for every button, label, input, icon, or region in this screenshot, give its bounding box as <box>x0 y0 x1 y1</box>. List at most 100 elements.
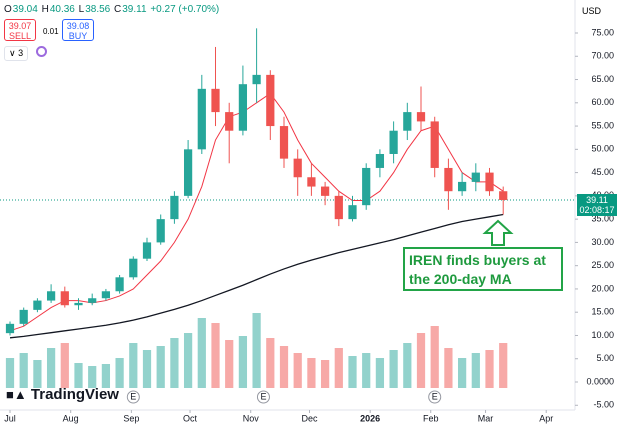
x-tick-label: Sep <box>123 413 139 423</box>
value: 39.04 <box>12 4 38 15</box>
indicator-count: 3 <box>18 48 24 58</box>
volume-bar <box>348 356 357 388</box>
y-tick-label: 50.00 <box>591 144 614 154</box>
candle-body <box>170 195 179 220</box>
candle-body <box>471 172 480 182</box>
volume-bar <box>375 358 385 388</box>
candle-body <box>348 205 357 220</box>
candle-body <box>5 323 15 334</box>
label: O <box>4 4 12 15</box>
y-tick-label: 35.00 <box>591 214 614 224</box>
candle-body <box>430 121 439 168</box>
y-tick-label: 5.00 <box>596 353 614 363</box>
sell-price: 39.07 <box>8 21 32 31</box>
y-tick-label: 0.0000 <box>586 376 614 386</box>
candle-body <box>33 300 42 310</box>
candle-body <box>183 149 193 196</box>
sell-label: SELL <box>8 31 32 41</box>
x-tick-label: Jul <box>4 413 16 423</box>
logo-text: TradingView <box>30 386 119 403</box>
volume-bar <box>444 348 453 388</box>
y-tick-label: 60.00 <box>591 97 614 107</box>
x-tick-label: Apr <box>539 413 553 423</box>
volume-bar <box>266 338 275 388</box>
volume-bar <box>225 340 234 388</box>
volume-bar <box>170 338 179 388</box>
x-tick-label: Feb <box>423 413 439 423</box>
y-tick-label: 10.00 <box>591 330 614 340</box>
volume-bar <box>485 350 494 388</box>
volume-bar <box>129 343 138 388</box>
candle-body <box>375 153 385 168</box>
volume-bar <box>471 353 480 388</box>
moving-average <box>9 92 504 332</box>
volume-bar <box>74 363 83 388</box>
value: 39.11 <box>122 4 147 15</box>
buy-price: 39.08 <box>66 21 90 31</box>
candle-body <box>403 112 412 131</box>
volume-bar <box>252 313 261 388</box>
volume-bar <box>101 364 111 388</box>
moving-average <box>9 213 504 339</box>
event-label: E <box>260 391 266 401</box>
y-tick-label: 45.00 <box>591 167 614 177</box>
candle-body <box>238 84 248 131</box>
currency[interactable]: USD <box>582 6 602 16</box>
candle-body <box>416 112 426 122</box>
price-label: 39.11 02:08:17 <box>577 194 617 216</box>
x-tick-label: 2026 <box>360 413 380 423</box>
volume-bar <box>457 358 467 388</box>
event-marker <box>256 390 270 404</box>
y-tick-label: 20.00 <box>591 283 614 293</box>
candle-body <box>142 242 152 259</box>
candle-body <box>101 291 111 299</box>
volume-bar <box>307 358 316 388</box>
volume-bar <box>293 353 302 388</box>
x-tick-label: Aug <box>63 413 79 423</box>
indicator-toggle[interactable]: ∨ 3 <box>4 46 29 61</box>
volume-bar <box>115 358 124 388</box>
countdown: 02:08:17 <box>579 205 615 215</box>
volume-bar <box>60 343 69 388</box>
label: C <box>114 4 122 15</box>
volume-bar <box>320 360 330 388</box>
volume-bar <box>46 348 56 388</box>
volume-bar <box>5 358 15 388</box>
candle-body <box>334 195 343 220</box>
spread: 0.01 <box>43 27 59 36</box>
candle-body <box>279 126 289 159</box>
volume-bar <box>238 336 248 388</box>
event-label: E <box>130 391 136 401</box>
volume-bar <box>403 343 412 388</box>
candle-body <box>129 258 138 278</box>
y-tick-label: -5.00 <box>593 400 614 410</box>
candle-body <box>389 130 398 154</box>
indicator-icon[interactable] <box>36 46 47 57</box>
y-tick-label: 25.00 <box>591 260 614 270</box>
candle-body <box>19 309 28 324</box>
label: L <box>78 4 85 15</box>
candle-body <box>320 186 330 196</box>
value: 38.56 <box>85 4 111 15</box>
y-tick-label: 75.00 <box>591 27 614 37</box>
volume-bar <box>183 333 193 388</box>
sell-button[interactable]: 39.07 SELL <box>4 19 36 41</box>
candle-body <box>362 167 371 206</box>
candle-body <box>88 298 97 303</box>
candle-body <box>211 88 220 113</box>
event-label: E <box>432 391 438 401</box>
buy-label: BUY <box>68 31 88 41</box>
candle-body <box>60 291 69 306</box>
buy-button[interactable]: 39.08 BUY <box>62 19 94 41</box>
event-marker <box>428 390 442 404</box>
last-price: 39.11 <box>586 195 608 205</box>
x-tick-label: Oct <box>183 413 198 423</box>
volume-bar <box>416 333 426 388</box>
volume-bar <box>88 366 97 388</box>
volume-bar <box>334 348 343 388</box>
candle-body <box>485 172 494 192</box>
candle-body <box>293 158 302 178</box>
annotation: IREN finds buyers at the 200-day MA <box>403 247 563 291</box>
